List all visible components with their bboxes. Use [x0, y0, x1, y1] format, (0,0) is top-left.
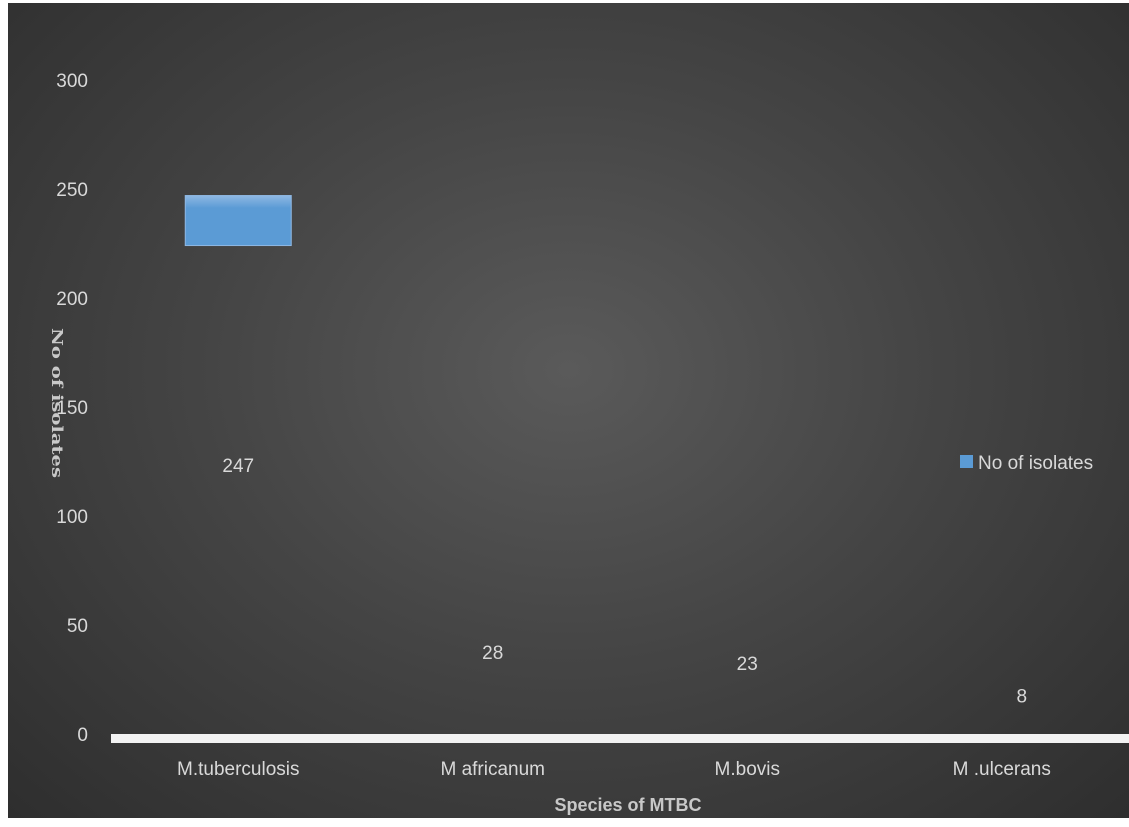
legend: No of isolates — [960, 453, 1093, 474]
x-tick-label: M.bovis — [715, 759, 780, 780]
data-label: 28 — [482, 643, 503, 664]
y-tick-label: 200 — [56, 289, 88, 310]
y-axis-ticks: 0 50 100 150 200 250 300 — [56, 71, 88, 746]
legend-label: No of isolates — [978, 453, 1093, 474]
data-labels: 247 28 23 8 — [222, 456, 1027, 708]
legend-swatch — [960, 455, 973, 468]
y-axis-title: No of isolates — [48, 328, 66, 478]
y-tick-label: 50 — [67, 616, 88, 637]
x-axis-ticks: M.tuberculosis M africanum M.bovis M .ulcer… — [177, 759, 1051, 780]
x-axis-line — [111, 734, 1129, 743]
bars — [184, 195, 292, 247]
y-tick-label: 100 — [56, 507, 88, 528]
x-tick-label: M .ulcerans — [953, 759, 1051, 780]
y-tick-label: 300 — [56, 71, 88, 92]
y-tick-label: 250 — [56, 180, 88, 201]
x-axis-title: Species of MTBC — [554, 795, 701, 815]
data-label: 23 — [737, 654, 758, 675]
chart-frame: 0 50 100 150 200 250 300 247 28 23 8 M.tuberculos… — [8, 3, 1129, 818]
y-tick-label: 150 — [56, 398, 88, 419]
data-label: 8 — [1016, 687, 1027, 708]
bar-m-tuberculosis — [184, 195, 292, 247]
bar-chart: 0 50 100 150 200 250 300 247 28 23 8 M.tuberculos… — [48, 71, 1129, 815]
data-label: 247 — [222, 456, 254, 477]
y-tick-label: 0 — [77, 725, 88, 746]
x-tick-label: M.tuberculosis — [177, 759, 300, 780]
y-axis-title-text: No of isolates — [48, 328, 66, 478]
x-tick-label: M africanum — [440, 759, 545, 780]
